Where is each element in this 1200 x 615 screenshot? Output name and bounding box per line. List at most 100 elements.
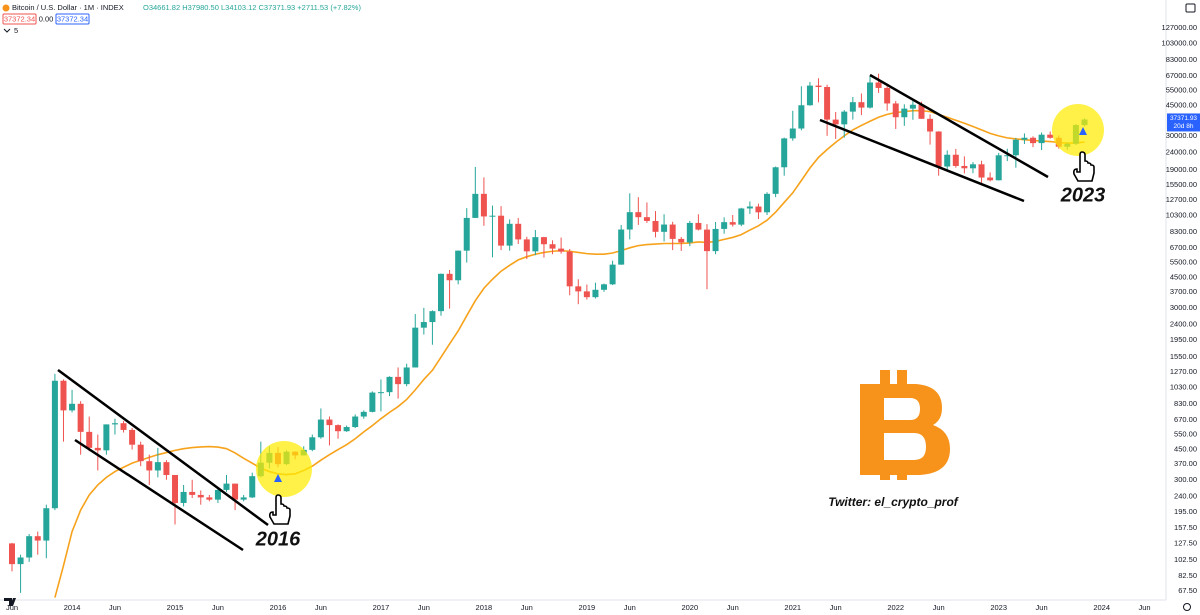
y-tick-label: 1550.00	[1170, 352, 1197, 361]
candle-body	[729, 222, 736, 225]
y-tick-label: 2400.00	[1170, 319, 1197, 328]
candle-body	[669, 224, 676, 239]
buy-price[interactable]: 37372.34	[57, 14, 88, 23]
y-tick-label: 830.00	[1174, 399, 1197, 408]
candle-body	[86, 431, 93, 448]
x-tick-label: 2020	[681, 603, 698, 612]
price-tag	[1167, 113, 1200, 132]
y-tick-label: 450.00	[1174, 445, 1197, 454]
axis-settings-icon[interactable]	[1183, 603, 1191, 611]
sell-price[interactable]: 37372.34	[4, 14, 35, 23]
candle-body	[601, 284, 608, 290]
price-tag-value: 37371.93	[1170, 115, 1197, 122]
candle-body	[223, 483, 230, 490]
candle-body	[712, 228, 719, 252]
candle-body	[472, 193, 479, 218]
candle-body	[532, 237, 539, 252]
x-tick-label: Jun	[109, 603, 121, 612]
highlight-circle	[1052, 104, 1104, 156]
candle-body	[369, 392, 376, 412]
candle-body	[163, 462, 170, 475]
sell-box[interactable]	[2, 13, 37, 25]
candle-body	[26, 536, 33, 558]
y-tick-label: 19000.00	[1166, 165, 1197, 174]
highlight-circle	[256, 441, 312, 497]
candle-body	[592, 289, 599, 298]
hand-icon	[269, 494, 291, 525]
y-tick-label: 550.00	[1174, 430, 1197, 439]
y-tick-label: 3000.00	[1170, 303, 1197, 312]
collapse-icon[interactable]	[3, 28, 11, 33]
candle-body	[317, 419, 324, 438]
candle-body	[438, 273, 444, 312]
y-tick-label: 127.50	[1174, 539, 1197, 548]
candle-body	[952, 154, 959, 166]
y-tick-label: 240.00	[1174, 491, 1197, 500]
candle-body	[515, 223, 522, 240]
y-tick-label: 5500.00	[1170, 258, 1197, 267]
candle-body	[309, 437, 316, 450]
candle-body	[695, 222, 702, 230]
candle-body	[987, 177, 994, 181]
candle-body	[172, 474, 179, 503]
y-tick-label: 83000.00	[1166, 55, 1197, 64]
candle-body	[738, 208, 745, 225]
candle-body	[377, 392, 384, 394]
candle-body	[412, 327, 419, 368]
buy-box[interactable]	[55, 13, 90, 25]
candle-body	[558, 248, 565, 252]
candle-body	[841, 111, 848, 125]
y-tick-label: 127000.00	[1162, 23, 1197, 32]
candle-body	[944, 154, 951, 167]
candle-body	[901, 108, 908, 118]
trend-line	[74, 438, 244, 552]
candle-body	[129, 429, 136, 445]
y-tick-label: 8300.00	[1170, 227, 1197, 236]
candle-body	[875, 82, 882, 88]
candle-body	[540, 237, 547, 245]
candle-body	[180, 491, 187, 503]
symbol-title: Bitcoin / U.S. Dollar · 1M · INDEX	[12, 3, 124, 12]
candle-body	[892, 103, 899, 118]
y-tick-label: 670.00	[1174, 415, 1197, 424]
y-tick-label: 157.50	[1174, 523, 1197, 532]
spread: 0.00	[39, 14, 54, 23]
candle-body	[549, 244, 556, 249]
trend-line	[869, 73, 1049, 179]
y-tick-label: 82.50	[1178, 571, 1197, 580]
candle-body	[343, 427, 350, 432]
candle-body	[824, 87, 831, 120]
settings-icon[interactable]	[1185, 3, 1196, 13]
candle-body	[918, 104, 925, 119]
candle-body	[120, 423, 127, 430]
candle-body	[566, 251, 573, 287]
x-tick-label: 2023	[990, 603, 1007, 612]
candle-body	[858, 102, 865, 108]
candle-body	[635, 212, 642, 218]
axes: 127000.00 103000.00 83000.00 67000.00 55000.…	[6, 23, 1200, 612]
candle-body	[1012, 139, 1019, 156]
y-tick-label: 24000.00	[1166, 148, 1197, 157]
candle-body	[103, 424, 110, 451]
x-tick-label: 2024	[1093, 603, 1110, 612]
x-tick-label: Jun	[933, 603, 945, 612]
price-tag-countdown: 20d 8h	[1174, 123, 1194, 130]
credit-text: Twitter: el_crypto_prof	[828, 495, 959, 509]
y-tick-label: 55000.00	[1166, 86, 1197, 95]
x-tick-label: Jun	[830, 603, 842, 612]
candle-body	[480, 193, 487, 217]
tradingview-logo[interactable]	[4, 598, 16, 606]
candle-body	[961, 165, 968, 169]
candle-body	[352, 416, 359, 428]
y-tick-label: 45000.00	[1166, 101, 1197, 110]
y-tick-label: 1030.00	[1170, 383, 1197, 392]
candle-body	[678, 238, 685, 243]
y-tick-label: 103000.00	[1162, 39, 1197, 48]
candle-body	[849, 102, 856, 112]
candle-body	[429, 311, 436, 323]
hand-icon	[1073, 151, 1095, 182]
y-tick-label: 3700.00	[1170, 287, 1197, 296]
candle-body	[395, 376, 402, 385]
